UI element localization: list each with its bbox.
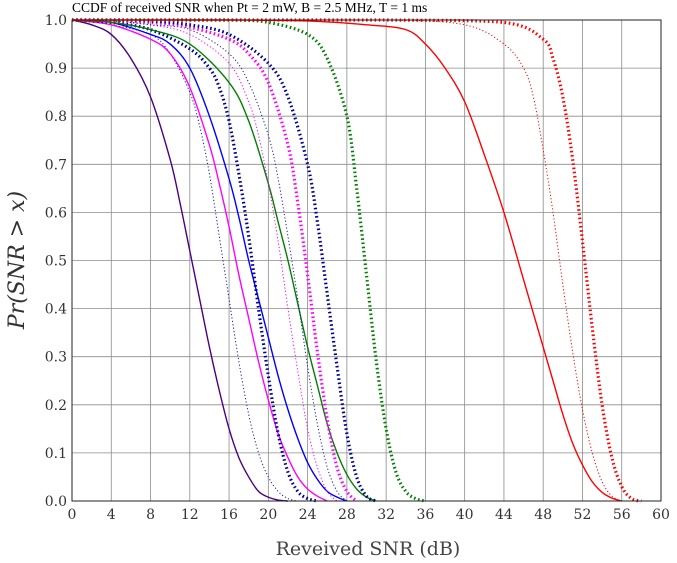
- x-tick-label: 4: [107, 507, 116, 523]
- y-tick-label: 0.4: [45, 302, 67, 318]
- y-tick-labels: 0.0 0.1 0.2 0.3 0.4 0.5 0.6 0.7 0.8 0.9 1.0: [45, 13, 67, 510]
- grid-lines: [71, 19, 662, 502]
- y-tick-label: 0.3: [45, 350, 67, 366]
- x-tick-label: 36: [416, 507, 434, 523]
- x-tick-labels: 0 4 8 12 16 20 24 28 32 36 40 44 48 52 56 60: [68, 507, 670, 523]
- x-tick-label: 24: [299, 507, 317, 523]
- series-line-5: [71, 18, 318, 503]
- x-tick-label: 28: [338, 507, 356, 523]
- y-tick-label: 0.2: [45, 398, 67, 414]
- y-tick-label: 0.8: [45, 109, 67, 125]
- series-line-2: [71, 19, 298, 502]
- series-line-7: [71, 19, 338, 502]
- y-tick-label: 0.5: [45, 254, 67, 270]
- x-tick-label: 60: [652, 507, 670, 523]
- x-tick-label: 52: [574, 507, 592, 523]
- x-tick-label: 16: [220, 507, 238, 523]
- x-tick-label: 56: [613, 507, 631, 523]
- x-tick-label: 12: [181, 507, 199, 523]
- series-line-1: [71, 19, 289, 502]
- x-axis-label: Reveived SNR (dB): [276, 538, 461, 560]
- series-line-8: [71, 19, 348, 502]
- x-tick-label: 40: [456, 507, 474, 523]
- x-tick-label: 0: [68, 507, 77, 523]
- series-lines: [71, 18, 642, 503]
- y-tick-label: 1.0: [45, 13, 67, 29]
- chart-title: CCDF of received SNR when Pt = 2 mW, B =…: [72, 0, 427, 15]
- x-tick-label: 20: [259, 507, 277, 523]
- series-line-3: [71, 19, 328, 502]
- series-line-10: [71, 18, 378, 503]
- series-line-9: [71, 18, 358, 503]
- y-tick-label: 0.7: [45, 157, 67, 173]
- x-tick-label: 32: [377, 507, 395, 523]
- y-tick-label: 0.9: [45, 61, 67, 77]
- y-tick-label: 0.6: [45, 205, 67, 221]
- y-tick-label: 0.0: [45, 494, 67, 510]
- x-tick-label: 48: [534, 507, 552, 523]
- series-line-11: [71, 18, 426, 503]
- x-tick-label: 8: [146, 507, 155, 523]
- y-axis-label: Pr(SNR > x): [5, 191, 30, 330]
- x-tick-label: 44: [495, 507, 513, 523]
- y-tick-label: 0.1: [45, 446, 67, 462]
- plot-frame: [71, 19, 662, 502]
- series-line-6: [71, 19, 377, 502]
